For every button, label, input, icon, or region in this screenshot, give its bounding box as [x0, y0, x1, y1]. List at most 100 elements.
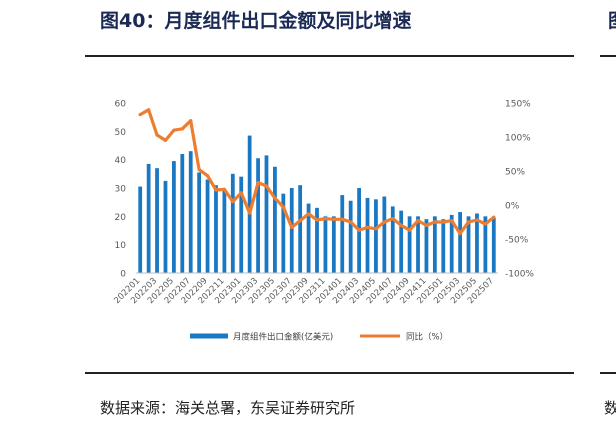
line-point [424, 223, 429, 227]
line-point [290, 225, 294, 230]
line-point [492, 215, 496, 219]
bar [256, 158, 260, 273]
bar [306, 203, 311, 273]
line-point [374, 227, 378, 231]
y-right-tick-label: 50% [505, 168, 525, 178]
bar [171, 161, 176, 273]
bar [399, 210, 404, 273]
bar [281, 193, 286, 273]
y-right-tick-label: -100% [505, 270, 534, 280]
bar [163, 180, 168, 273]
bar [424, 219, 429, 273]
y-right-tick-label: -50% [505, 236, 529, 246]
line-point [466, 220, 471, 224]
line-point [365, 225, 370, 230]
y-right-tick-label: 0% [505, 202, 520, 212]
line-point [205, 174, 210, 178]
line-point [416, 219, 420, 223]
line-point [214, 188, 218, 192]
y-left-tick-label: 20 [115, 213, 127, 223]
line-point [475, 218, 479, 222]
legend: 月度组件出口金额(亿美元) 同比（%） [190, 332, 448, 343]
bar [230, 173, 235, 273]
bar [205, 179, 210, 273]
y-left-tick-label: 40 [115, 156, 127, 166]
bar [323, 216, 328, 273]
line-point [197, 168, 201, 172]
bar [197, 172, 202, 273]
line-point [155, 133, 159, 137]
bar [449, 214, 454, 273]
bar [298, 185, 303, 273]
y-right-tick-label: 100% [505, 134, 531, 144]
bar [466, 216, 471, 273]
line-point [147, 108, 151, 112]
line-point [306, 212, 311, 216]
line-point [138, 112, 142, 117]
bar [273, 166, 277, 273]
line-point [458, 231, 462, 236]
next-figure-top-rule [600, 55, 616, 57]
y-right-tick-label: 150% [505, 100, 531, 110]
line-point [315, 218, 319, 222]
legend-bar-label: 月度组件出口金额(亿美元) [233, 332, 333, 343]
line-point [172, 128, 176, 132]
next-figure-source-fragment: 数 [604, 399, 616, 417]
bar [382, 196, 387, 273]
line-point [340, 217, 344, 221]
source-note: 数据来源：海关总署，东吴证券研究所 [100, 399, 356, 417]
y-left-tick-label: 50 [115, 128, 127, 138]
bar [155, 168, 159, 273]
line-point [298, 219, 302, 223]
line-point [441, 220, 445, 224]
bar [458, 212, 463, 273]
bar [264, 155, 269, 273]
bar [432, 216, 437, 273]
line-point [433, 220, 437, 224]
line-point [264, 184, 269, 188]
bar [407, 216, 412, 273]
line-point [349, 220, 353, 224]
bar [138, 186, 143, 273]
bar-series [138, 135, 496, 273]
bar [289, 188, 294, 273]
next-figure-bottom-rule [600, 372, 616, 374]
line-point [357, 228, 361, 232]
line-point [382, 220, 386, 224]
line-point [408, 228, 412, 232]
bar [441, 219, 446, 273]
bar [416, 216, 420, 273]
line-point [391, 217, 395, 221]
bar [331, 216, 336, 273]
bar [247, 135, 252, 273]
line-point [248, 211, 252, 215]
line-point [180, 127, 184, 131]
line-point [239, 191, 243, 195]
line-point [231, 200, 235, 204]
bar [390, 206, 395, 273]
line-point [450, 219, 454, 223]
y-left-tick-label: 30 [115, 185, 127, 195]
top-rule [85, 55, 574, 57]
next-figure-title-fragment: 图 [608, 6, 616, 33]
bar [340, 195, 345, 273]
bottom-rule [85, 372, 574, 374]
line-point [163, 138, 168, 142]
line-point [323, 217, 328, 221]
line-point [281, 205, 285, 209]
bar [365, 197, 370, 273]
y-left-tick-label: 10 [115, 241, 127, 251]
line-point [399, 223, 403, 227]
y-left-tick-label: 0 [120, 270, 126, 280]
bar [146, 163, 151, 273]
line-point [256, 180, 260, 185]
bar [222, 189, 227, 273]
bar [348, 200, 353, 273]
bar [483, 216, 488, 273]
bar [214, 185, 218, 273]
y-left-tick-label: 60 [115, 100, 127, 110]
line-point [222, 187, 226, 191]
line-point [483, 222, 487, 226]
bar [188, 151, 193, 273]
